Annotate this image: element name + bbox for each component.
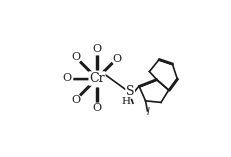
Text: O: O xyxy=(71,95,81,105)
Text: Cr: Cr xyxy=(89,72,105,85)
Text: O: O xyxy=(112,54,121,64)
Text: S: S xyxy=(126,85,134,98)
Text: O: O xyxy=(71,52,81,62)
Text: l: l xyxy=(147,107,150,117)
Text: O: O xyxy=(63,73,72,84)
Text: O: O xyxy=(92,103,102,113)
Text: O: O xyxy=(92,44,102,54)
Text: H: H xyxy=(122,97,131,106)
